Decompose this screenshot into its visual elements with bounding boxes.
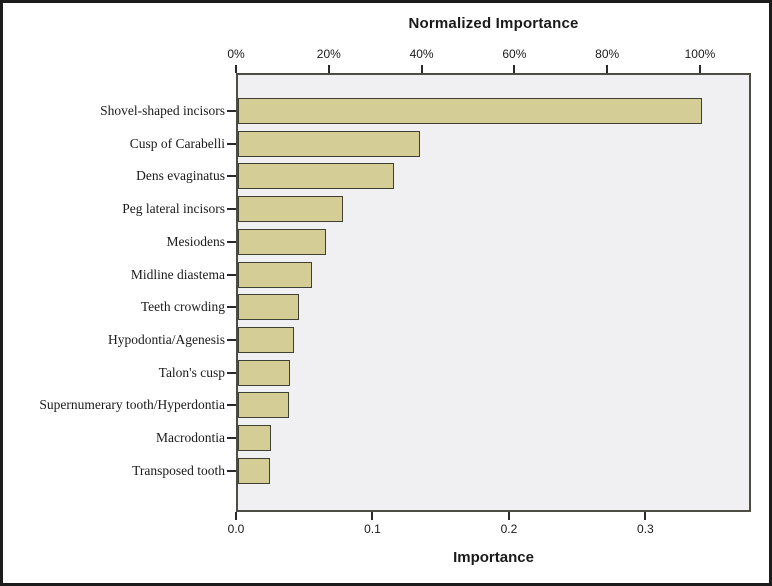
bar-mesiodens (238, 228, 327, 255)
category-tick (227, 338, 236, 341)
bar-macrodontia (238, 425, 271, 451)
top-axis-tick (235, 65, 237, 73)
category-label: Peg lateral incisors (122, 201, 225, 217)
category-label: Macrodontia (156, 430, 225, 445)
bottom-axis-tick (371, 512, 374, 520)
category-label: Talon's cusp (158, 364, 225, 380)
top-axis-tick (513, 65, 516, 73)
category-label: Dens evaginatus (136, 168, 225, 184)
category-tick (227, 437, 236, 439)
bottom-axis-tick (507, 512, 510, 520)
bottom-axis-tick-label: 0.1 (364, 522, 381, 536)
category-label: Shovel-shaped incisors (100, 103, 225, 118)
category-label: Transposed tooth (132, 462, 225, 478)
category-tick (227, 404, 236, 407)
top-axis-tick (606, 65, 609, 73)
category-label: Mesiodens (166, 233, 226, 249)
bar-hypodontia-agenesis (238, 326, 295, 353)
bar-teeth-crowding (238, 294, 300, 321)
category-label: Supernumerary tooth/Hyperdontia (39, 397, 225, 413)
bar-supernumerary-tooth-hyperdontia (238, 392, 290, 419)
category-tick (227, 110, 236, 112)
bottom-axis-tick-label: 0.0 (227, 522, 245, 536)
top-axis-tick (420, 65, 423, 73)
category-label: Midline diastema (130, 266, 225, 282)
category-tick (227, 208, 236, 211)
top-axis-tick-label: 100% (684, 47, 716, 61)
category-tick (227, 142, 236, 145)
category-tick (227, 306, 236, 309)
category-label: Hypodontia/Agenesis (108, 331, 225, 347)
category-label: Cusp of Carabelli (129, 135, 225, 151)
category-label: Teeth crowding (140, 299, 225, 315)
bottom-axis-tick (644, 512, 647, 520)
top-axis-tick-label: 20% (316, 47, 341, 61)
top-axis-tick (698, 65, 701, 73)
bottom-axis-tick-label: 0.2 (500, 522, 518, 536)
bar-cusp-of-carabelli (238, 130, 421, 157)
top-axis-tick (327, 65, 330, 73)
bar-transposed-tooth (238, 457, 270, 484)
category-tick (227, 273, 236, 276)
bar-midline-diastema (238, 261, 313, 288)
top-axis-tick-label: 60% (502, 47, 527, 61)
bottom-axis-title: Importance (453, 549, 534, 566)
bottom-axis-tick-label: 0.3 (637, 522, 654, 536)
top-axis-tick-label: 80% (595, 47, 620, 61)
category-tick (227, 469, 236, 472)
category-tick (227, 371, 236, 374)
category-tick (227, 175, 236, 178)
chart-title: Normalized Importance (408, 15, 579, 32)
bar-dens-evaginatus (238, 163, 395, 190)
bar-shovel-shaped-incisors (238, 98, 702, 124)
top-axis-tick-label: 40% (409, 47, 434, 61)
top-axis-tick-label: 0% (227, 47, 245, 61)
bottom-axis-tick (235, 512, 237, 520)
bar-peg-lateral-incisors (238, 196, 344, 223)
category-tick (227, 240, 236, 243)
bar-talon-s-cusp (238, 359, 290, 386)
